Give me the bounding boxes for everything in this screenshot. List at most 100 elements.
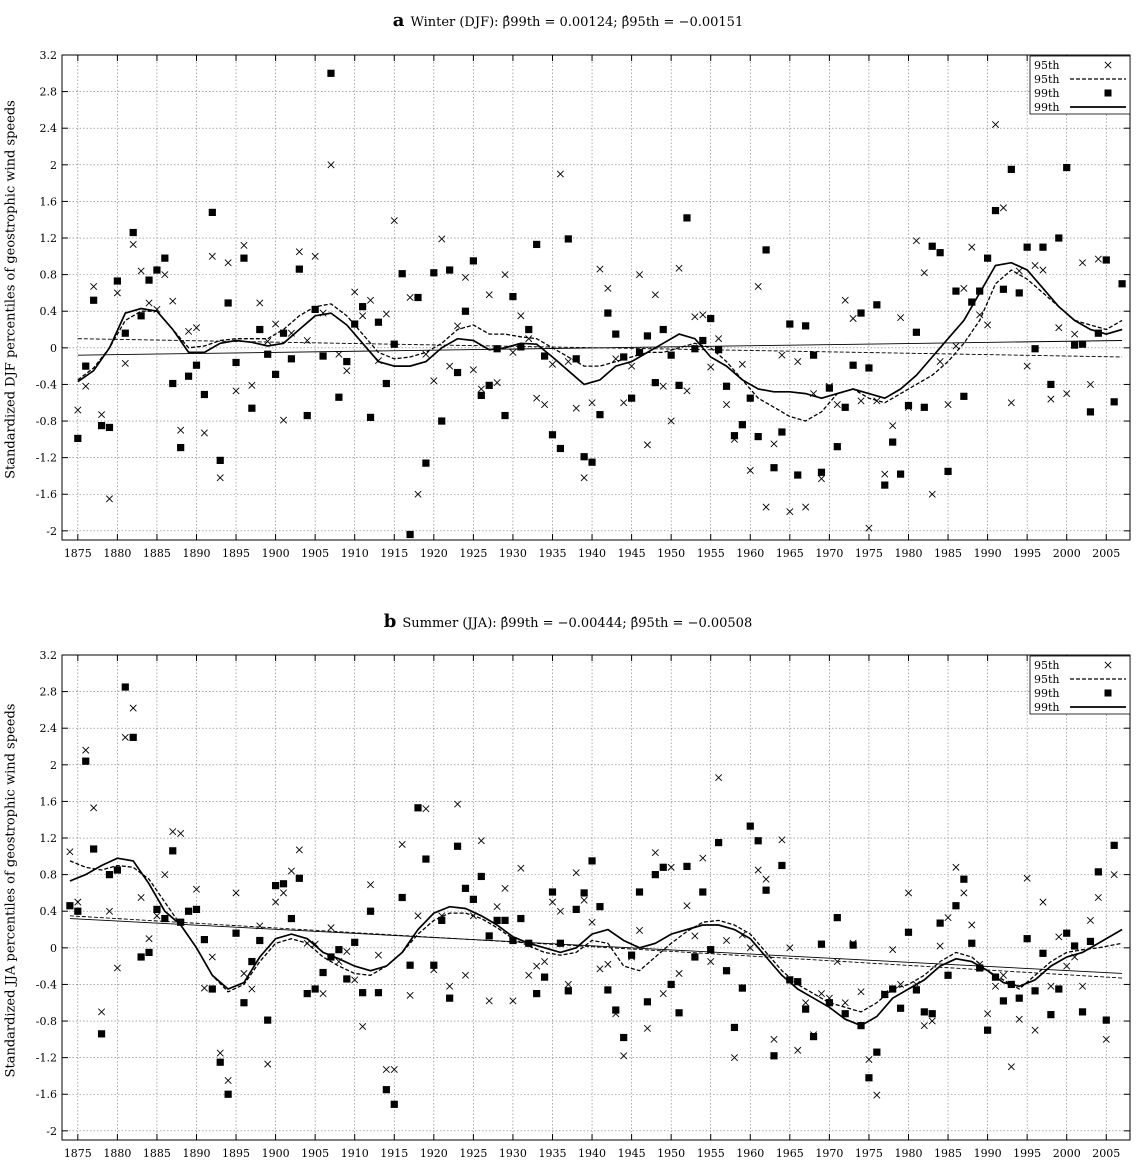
panel-b-point-95: [161, 871, 169, 879]
panel-b-point-95: [382, 1066, 390, 1074]
panel-b-point-95: [897, 980, 905, 988]
panel-a-point-99: [153, 266, 161, 274]
panel-a-point-99: [1031, 345, 1039, 353]
panel-b-point-99: [1039, 949, 1047, 957]
panel-b-point-95: [770, 1035, 778, 1043]
panel-b-point-99: [366, 907, 375, 915]
panel-a-point-99: [794, 471, 802, 479]
panel-b-point-99: [256, 936, 264, 945]
panel-a-point-95: [770, 440, 778, 448]
panel-a-point-95: [279, 416, 288, 424]
panel-b-point-99: [1007, 980, 1015, 989]
panel-b-xtick-label: 2000: [1053, 1147, 1081, 1160]
panel-b-ytick-label: -0.8: [36, 1015, 57, 1028]
panel-b-title: b Summer (JJA): β̂99th = −0.00444; β̂95th…: [383, 611, 753, 632]
panel-b-point-95: [327, 924, 335, 932]
panel-b-legend-box: [1029, 655, 1131, 715]
panel-b-xtick-label: 1935: [538, 1147, 566, 1160]
panel-a-point-99: [493, 345, 501, 353]
panel-b-point-99: [604, 986, 612, 994]
panel-b-point-95: [794, 1046, 802, 1054]
panel-b-point-99: [936, 919, 944, 927]
panel-a-xtick-label: 1935: [538, 547, 566, 560]
panel-a-point-99: [287, 355, 296, 363]
panel-b-points-99: [66, 683, 1118, 1108]
panel-b-point-95: [501, 884, 509, 892]
panel-b-xtick-label: 1925: [459, 1147, 487, 1160]
panel-b-point-99: [533, 989, 541, 998]
panel-a-point-99: [359, 303, 367, 311]
panel-a-legend-swatch-cross: [1104, 61, 1112, 69]
panel-a-point-95: [359, 312, 367, 320]
panel-b-ytick-label: -2: [46, 1125, 57, 1138]
panel-a-point-95: [335, 350, 343, 358]
panel-b-xtick-label: 1890: [182, 1147, 210, 1160]
panel-a-point-99: [857, 309, 865, 317]
panel-a-ytick-label: 0: [50, 342, 57, 355]
panel-b-point-95: [200, 984, 208, 992]
panel-a-point-99: [564, 235, 572, 243]
panel-b-xtick-label: 1885: [143, 1147, 171, 1160]
panel-a-point-95: [90, 283, 98, 291]
panel-b-point-95: [406, 991, 414, 999]
panel-a-xtick-label: 1895: [222, 547, 250, 560]
panel-a-xtick-label: 1965: [776, 547, 804, 560]
panel-a-point-95: [1071, 330, 1079, 338]
panel-b-ytick-label: -1.2: [36, 1052, 57, 1065]
panel-a-point-95: [612, 355, 620, 363]
panel-a-point-99: [596, 411, 604, 419]
panel-b-point-99: [1055, 985, 1063, 993]
panel-b-point-99: [145, 948, 153, 957]
panel-a-point-99: [1063, 163, 1071, 172]
panel-a-point-95: [873, 397, 881, 405]
panel-b-point-99: [1078, 1008, 1087, 1016]
panel-b-point-99: [588, 857, 596, 865]
panel-b-point-95: [74, 898, 82, 906]
panel-b-ytick-label: 1.2: [40, 832, 58, 845]
panel-a-point-95: [382, 310, 390, 318]
panel-b-point-99: [390, 1100, 398, 1108]
panel-b-point-95: [548, 898, 557, 906]
panel-a-point-95: [525, 335, 533, 343]
panel-b-point-99: [169, 847, 177, 855]
panel-b-point-95: [675, 969, 683, 977]
panel-b-point-99: [279, 880, 288, 888]
panel-b-xtick-label: 1985: [934, 1147, 962, 1160]
panel-b-point-95: [1110, 871, 1118, 879]
panel-a-xtick-label: 1985: [934, 547, 962, 560]
panel-a-point-99: [303, 411, 311, 420]
panel-b-point-95: [343, 947, 351, 956]
panel-a-point-99: [1086, 408, 1095, 416]
panel-b-point-99: [715, 838, 723, 847]
panel-b-point-99: [675, 1009, 683, 1017]
panel-a-xtick-label: 1990: [974, 547, 1002, 560]
panel-b-point-95: [659, 990, 667, 998]
panel-a-point-95: [1079, 259, 1087, 267]
panel-b-point-99: [770, 1052, 778, 1060]
panel-a-point-95: [264, 337, 272, 345]
panel-a-point-95: [446, 362, 454, 370]
panel-b-point-99: [628, 951, 636, 959]
panel-b-point-95: [1031, 1026, 1039, 1034]
panel-a-points-95: [74, 121, 1110, 532]
panel-a-point-95: [841, 296, 849, 304]
panel-a-point-99: [999, 285, 1008, 293]
panel-a-ytick-label: -1.2: [36, 452, 57, 465]
panel-b-point-95: [802, 999, 810, 1007]
panel-b-point-95: [960, 889, 968, 897]
panel-a-point-95: [849, 315, 857, 323]
panel-b-point-95: [295, 846, 303, 854]
panel-b-point-95: [1094, 893, 1102, 902]
panel-b-point-99: [651, 871, 659, 879]
panel-a-legend-label-2: 99th: [1034, 87, 1060, 100]
panel-b-point-99: [912, 986, 920, 994]
panel-a-chart: 3.2 2.8 2.4 2 1.6 1.2 0.8 0.4 0 -0.4 -0.8 -1.2 -1.6 -…: [36, 49, 1131, 560]
panel-a-point-95: [517, 312, 525, 320]
panel-b-point-99: [351, 938, 359, 946]
panel-a-point-99: [1039, 243, 1047, 251]
panel-a-point-95: [746, 466, 754, 474]
panel-a-point-95: [715, 335, 723, 343]
panel-a-point-99: [208, 208, 216, 216]
panel-b-point-99: [944, 971, 952, 979]
panel-a-point-99: [366, 413, 375, 421]
